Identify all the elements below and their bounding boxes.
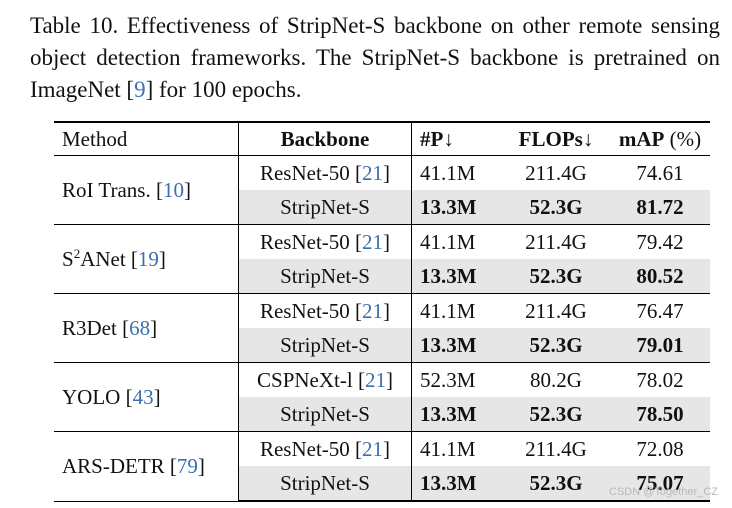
params-cell: 13.3M [411, 328, 502, 363]
flops-cell: 211.4G [525, 160, 587, 185]
backbone-name: CSPNeXt-l [ [257, 367, 365, 392]
params-cell: 41.1M [420, 298, 476, 323]
results-table: Method Backbone #P↓ FLOPs↓ mAP (%) RoI T… [54, 121, 710, 502]
params-cell: 13.3M [411, 466, 502, 502]
backbone-cell: CSPNeXt-l [21] [238, 362, 412, 397]
method-name: ARS-DETR [ [62, 453, 177, 478]
flops-cell: 80.2G [530, 367, 582, 392]
method-citation-link[interactable]: 79 [176, 453, 198, 478]
backbone-cell: ResNet-50 [21] [238, 224, 412, 259]
method-cell: S2ANet [19] [54, 224, 239, 294]
method-citation-link[interactable]: 10 [162, 177, 184, 202]
map-cell: 78.50 [610, 397, 710, 432]
backbone-name: ResNet-50 [ [259, 436, 363, 461]
flops-cell: 211.4G [525, 229, 587, 254]
flops-cell: 52.3G [502, 466, 610, 502]
params-cell: 52.3M [420, 367, 476, 392]
params-cell: 13.3M [411, 259, 502, 294]
method-name-rest: ANet [ [80, 246, 138, 271]
params-cell: 41.1M [420, 160, 476, 185]
method-cell: RoI Trans. [10] [54, 155, 239, 225]
method-name: R3Det [ [62, 315, 130, 340]
table-row-stripnet: StripNet-S 13.3M 52.3G 79.01 [54, 328, 710, 363]
backbone-cell: ResNet-50 [21] [238, 431, 412, 466]
header-method: Method [54, 121, 239, 156]
table-caption: Table 10. Effectiveness of StripNet-S ba… [30, 10, 720, 106]
map-cell: 76.47 [636, 298, 684, 323]
backbone-citation-link[interactable]: 21 [362, 229, 384, 254]
map-cell: 79.42 [636, 229, 684, 254]
header-map-label: mAP [618, 126, 665, 151]
params-cell: 13.3M [411, 190, 502, 225]
table-row-stripnet: StripNet-S 13.3M 52.3G 81.72 [54, 190, 710, 225]
table-row-baseline: YOLO [43] CSPNeXt-l [21] 52.3M 80.2G 78.02 [54, 362, 710, 432]
table-row-baseline: RoI Trans. [10] ResNet-50 [21] 41.1M 211.4G… [54, 155, 710, 225]
map-cell: 74.61 [636, 160, 684, 185]
caption-text: Table 10. Effectiveness of StripNet-S ba… [30, 13, 720, 102]
header-row: Method Backbone #P↓ FLOPs↓ mAP (%) [54, 121, 710, 156]
map-cell: 75.07 [610, 466, 710, 502]
flops-cell: 211.4G [525, 298, 587, 323]
header-map-unit: (%) [664, 126, 702, 151]
method-cell: ARS-DETR [79] [54, 431, 239, 502]
flops-cell: 52.3G [502, 259, 610, 294]
header-map: mAP (%) [610, 121, 710, 156]
header-params: #P↓ [411, 121, 502, 156]
map-cell: 79.01 [610, 328, 710, 363]
map-cell: 80.52 [610, 259, 710, 294]
method-citation-link[interactable]: 43 [132, 384, 154, 409]
caption-text-end: ] for 100 epochs. [145, 77, 302, 102]
method-name: S [62, 246, 74, 271]
flops-cell: 211.4G [525, 436, 587, 461]
params-cell: 41.1M [420, 229, 476, 254]
flops-cell: 52.3G [502, 190, 610, 225]
backbone-citation-link[interactable]: 21 [362, 298, 384, 323]
flops-cell: 52.3G [502, 397, 610, 432]
table-row-baseline: R3Det [68] ResNet-50 [21] 41.1M 211.4G 76.47 [54, 293, 710, 363]
backbone-citation-link[interactable]: 21 [364, 367, 386, 392]
table-row-stripnet: StripNet-S 13.3M 52.3G 75.07 [54, 466, 710, 502]
backbone-name: ResNet-50 [ [259, 298, 363, 323]
header-backbone: Backbone [238, 121, 412, 156]
map-cell: 72.08 [636, 436, 684, 461]
backbone-citation-link[interactable]: 21 [362, 436, 384, 461]
params-cell: 13.3M [411, 397, 502, 432]
backbone-citation-link[interactable]: 21 [362, 160, 384, 185]
method-name: YOLO [ [62, 384, 133, 409]
map-cell: 81.72 [610, 190, 710, 225]
backbone-cell: StripNet-S [238, 397, 412, 432]
table-row-stripnet: StripNet-S 13.3M 52.3G 78.50 [54, 397, 710, 432]
params-cell: 41.1M [420, 436, 476, 461]
method-citation-link[interactable]: 68 [129, 315, 151, 340]
flops-cell: 52.3G [502, 328, 610, 363]
backbone-cell: StripNet-S [238, 328, 412, 363]
method-citation-link[interactable]: 19 [137, 246, 159, 271]
backbone-name: ResNet-50 [ [259, 160, 363, 185]
backbone-name: ResNet-50 [ [259, 229, 363, 254]
method-cell: R3Det [68] [54, 293, 239, 363]
table-row-baseline: S2ANet [19] ResNet-50 [21] 41.1M 211.4G 79.4… [54, 224, 710, 294]
backbone-cell: ResNet-50 [21] [238, 293, 412, 328]
table-row-baseline: ARS-DETR [79] ResNet-50 [21] 41.1M 211.4G 72… [54, 431, 710, 502]
method-name: RoI Trans. [ [62, 177, 163, 202]
backbone-cell: StripNet-S [238, 259, 412, 294]
header-flops: FLOPs↓ [502, 121, 610, 156]
watermark: CSDN @Together_CZ [609, 486, 718, 498]
backbone-cell: StripNet-S [238, 190, 412, 225]
table-row-stripnet: StripNet-S 13.3M 52.3G 80.52 [54, 259, 710, 294]
map-cell: 78.02 [636, 367, 684, 392]
method-superscript: 2 [73, 245, 81, 261]
caption-citation-link[interactable]: 9 [134, 77, 146, 102]
method-cell: YOLO [43] [54, 362, 239, 432]
backbone-cell: StripNet-S [238, 466, 412, 502]
table-body: RoI Trans. [10] ResNet-50 [21] 41.1M 211.4G… [54, 155, 710, 502]
backbone-cell: ResNet-50 [21] [238, 155, 412, 190]
